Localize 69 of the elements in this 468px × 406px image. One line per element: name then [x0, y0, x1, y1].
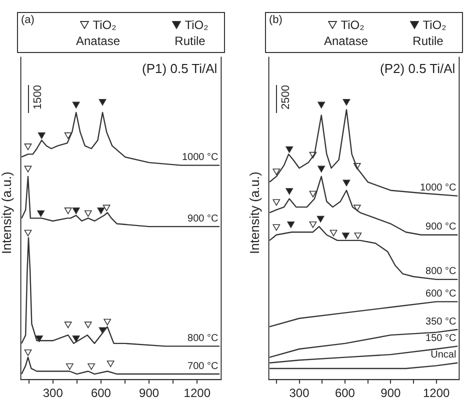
x-tick-label: 900: [380, 386, 401, 400]
x-tick-label: 300: [289, 386, 310, 400]
y-axis-title: Intensity (a.u.): [0, 170, 14, 256]
point: [24, 166, 32, 172]
series-label: 900 °C: [426, 222, 456, 233]
chart-title: (P2) 0.5 Ti/Al: [380, 60, 456, 76]
series-label: 350 °C: [426, 316, 456, 328]
point: [84, 210, 92, 217]
point: [72, 336, 80, 342]
legend-label: TiO₂ Rutile: [174, 18, 208, 48]
annotation: 1500: [32, 85, 44, 110]
point: [72, 102, 80, 108]
legend-label: TiO₂ Rutile: [412, 18, 446, 48]
y-axis-title: Intensity (a.u.): [247, 170, 262, 256]
point: [64, 132, 72, 139]
x-tick-label: 300: [42, 386, 64, 400]
point: [72, 208, 80, 214]
point: [24, 144, 32, 150]
point: [37, 210, 45, 217]
series-label: Uncal: [430, 350, 456, 361]
point: [38, 132, 46, 139]
point: [342, 99, 350, 106]
point: [316, 216, 324, 222]
point: [106, 360, 114, 368]
point: [342, 180, 350, 186]
series-label: 600 °C: [426, 288, 456, 300]
x-tick-label: 600: [90, 386, 112, 400]
annotation: 2500: [280, 85, 292, 110]
point: [64, 322, 72, 328]
point: [88, 363, 96, 370]
point: [66, 363, 74, 370]
series-label: 150 °C: [426, 332, 456, 344]
series-label: 800 °C: [426, 266, 456, 278]
chart-subtitle: (b): [269, 14, 282, 26]
point: [309, 190, 317, 198]
point: [318, 166, 326, 172]
chart-title: (P1) 0.5 Ti/Al: [142, 60, 218, 76]
point: [64, 208, 72, 214]
point: [24, 349, 32, 356]
point: [272, 168, 280, 176]
point: [354, 232, 362, 240]
point: [318, 102, 326, 108]
point: [98, 99, 106, 106]
point: [104, 318, 112, 326]
point: [24, 230, 32, 236]
x-tick-label: 600: [334, 386, 356, 400]
series-label: 1000 °C: [420, 182, 456, 194]
x-tick-label: 900: [139, 386, 160, 400]
point: [342, 232, 350, 240]
x-tick-label: 1200: [184, 386, 211, 400]
point: [272, 199, 280, 206]
point: [36, 336, 43, 342]
series-label: 900 °C: [188, 213, 218, 224]
point: [97, 208, 105, 214]
point: [102, 204, 110, 212]
series-label: 700 °C: [188, 360, 218, 372]
point: [272, 224, 280, 231]
point: [330, 230, 338, 236]
legend-label: TiO₂ Anatase: [76, 18, 120, 48]
point: [287, 221, 295, 228]
legend-label: TiO₂ Anatase: [324, 18, 368, 48]
point: [286, 188, 294, 195]
chart-subtitle: (a): [21, 14, 34, 26]
point: [84, 322, 92, 328]
point: [309, 221, 317, 228]
point: [286, 146, 294, 153]
x-tick-label: 1200: [423, 386, 450, 400]
series-label: 1000 °C: [182, 152, 218, 164]
series-label: 800 °C: [188, 332, 218, 344]
